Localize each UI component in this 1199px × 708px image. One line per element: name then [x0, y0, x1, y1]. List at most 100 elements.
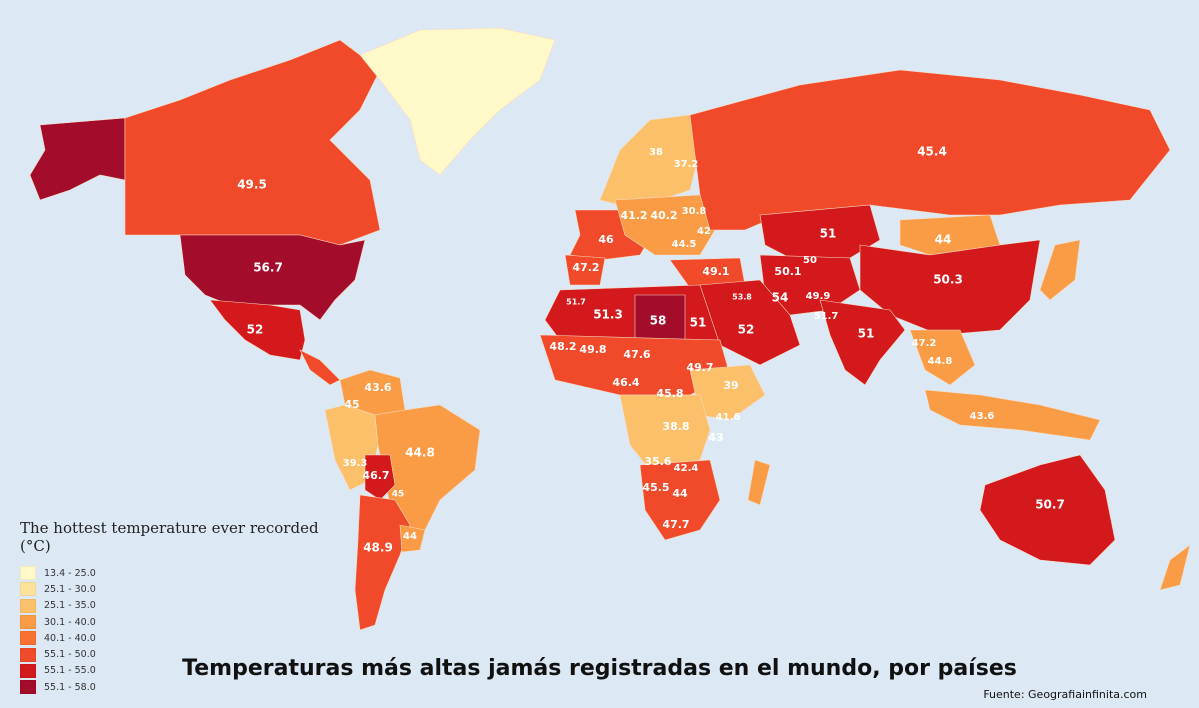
value-label: 52 — [738, 323, 755, 337]
value-label: 50.3 — [933, 273, 963, 287]
value-label: 45.4 — [917, 145, 947, 159]
value-label: 45.5 — [642, 481, 669, 494]
legend-label: 13.4 - 25.0 — [44, 567, 96, 579]
value-label: 49.9 — [806, 291, 831, 302]
value-label: 53.8 — [732, 293, 752, 302]
legend-swatch — [20, 582, 36, 597]
region-greenland — [359, 27, 556, 176]
legend-swatch — [20, 598, 36, 613]
legend-swatch — [20, 615, 36, 630]
legend-item: 25.1 - 30.0 — [20, 581, 340, 597]
value-label: 58 — [650, 314, 667, 328]
legend-item: 13.4 - 25.0 — [20, 565, 340, 581]
region-canada — [124, 39, 381, 246]
value-label: 40.2 — [650, 209, 677, 222]
legend-label: 55.1 - 50.0 — [44, 649, 96, 661]
value-label: 44.8 — [405, 446, 435, 460]
value-label: 49.5 — [237, 178, 267, 192]
value-label: 38.8 — [662, 420, 689, 433]
value-label: 35.6 — [644, 455, 671, 468]
legend-items: 13.4 - 25.0 25.1 - 30.0 25.1 - 35.0 30.1 - … — [20, 565, 340, 695]
value-label: 49.8 — [579, 343, 606, 356]
value-label: 38 — [649, 147, 663, 158]
legend-item: 30.1 - 40.0 — [20, 614, 340, 630]
legend-label: 55.1 - 55.0 — [44, 665, 96, 677]
region-bolivia — [364, 454, 396, 501]
region-alaska — [29, 117, 126, 201]
legend-label: 30.1 - 40.0 — [44, 616, 96, 628]
legend-item: 40.1 - 40.0 — [20, 630, 340, 646]
value-labels: 49.556.75243.64544.839.346.74548.94445.4… — [237, 145, 1065, 555]
value-label: 30.8 — [682, 206, 707, 217]
legend-label: 25.1 - 35.0 — [44, 600, 96, 612]
value-label: 47.6 — [623, 348, 650, 361]
region-iberia — [564, 254, 606, 286]
value-label: 43 — [708, 431, 723, 444]
region-india — [819, 299, 906, 386]
value-label: 51.7 — [566, 298, 586, 307]
value-label: 46 — [598, 233, 614, 246]
value-label: 49.1 — [702, 265, 729, 278]
value-label: 44 — [403, 531, 417, 542]
region-central-africa — [619, 394, 711, 471]
region-new-zealand — [1159, 544, 1191, 591]
value-label: 54 — [772, 291, 789, 305]
value-label: 51 — [820, 227, 837, 241]
value-label: 51 — [690, 316, 707, 330]
value-label: 51.3 — [593, 308, 623, 322]
value-label: 45 — [392, 490, 405, 500]
legend-item: 55.1 - 55.0 — [20, 663, 340, 679]
legend-label: 40.1 - 40.0 — [44, 632, 96, 644]
value-label: 47.7 — [662, 518, 689, 531]
value-label: 46.4 — [612, 376, 639, 389]
region-mexico — [209, 299, 306, 361]
legend-title: The hottest temperature ever recorded (°… — [20, 519, 319, 555]
region-australia — [979, 454, 1116, 566]
value-label: 51 — [858, 327, 875, 341]
value-label: 48.9 — [363, 541, 393, 555]
region-china — [859, 239, 1041, 336]
value-label: 45 — [344, 398, 359, 411]
legend-swatch — [20, 663, 36, 678]
legend-swatch — [20, 631, 36, 646]
region-southern-africa — [639, 459, 721, 541]
value-label: 46.7 — [362, 469, 389, 482]
legend-swatch — [20, 566, 36, 581]
region-usa — [179, 234, 366, 321]
value-label: 42 — [697, 226, 711, 237]
value-label: 39 — [723, 379, 738, 392]
value-label: 48.2 — [549, 340, 576, 353]
value-label: 42.4 — [674, 463, 699, 474]
value-label: 56.7 — [253, 261, 283, 275]
value-label: 39.3 — [343, 458, 368, 469]
value-label: 51.7 — [814, 311, 839, 322]
legend-item: 55.1 - 50.0 — [20, 646, 340, 662]
region-argentina — [354, 494, 411, 631]
value-label: 44 — [935, 233, 952, 247]
region-indonesia — [924, 389, 1101, 441]
value-label: 44.5 — [672, 239, 697, 250]
value-label: 45.8 — [656, 387, 683, 400]
value-label: 50.1 — [774, 265, 801, 278]
region-madagascar — [747, 459, 771, 506]
value-label: 41.2 — [620, 209, 647, 222]
value-label: 44.8 — [928, 356, 953, 367]
value-label: 47.2 — [912, 338, 937, 349]
region-uruguay — [399, 524, 426, 553]
value-label: 44 — [672, 487, 688, 500]
legend-swatch — [20, 647, 36, 662]
region-japan — [1039, 239, 1081, 301]
value-label: 52 — [247, 323, 264, 337]
legend-item: 55.1 - 58.0 — [20, 679, 340, 695]
value-label: 43.6 — [970, 411, 995, 422]
value-label: 47.2 — [572, 261, 599, 274]
source-credit: Fuente: Geografiainfinita.com — [983, 688, 1147, 701]
value-label: 50 — [803, 255, 817, 266]
region-russia — [689, 69, 1171, 231]
value-label: 43.6 — [364, 381, 391, 394]
legend-item: 25.1 - 35.0 — [20, 598, 340, 614]
legend-swatch — [20, 680, 36, 695]
value-label: 41.6 — [716, 412, 741, 423]
value-label: 50.7 — [1035, 498, 1065, 512]
